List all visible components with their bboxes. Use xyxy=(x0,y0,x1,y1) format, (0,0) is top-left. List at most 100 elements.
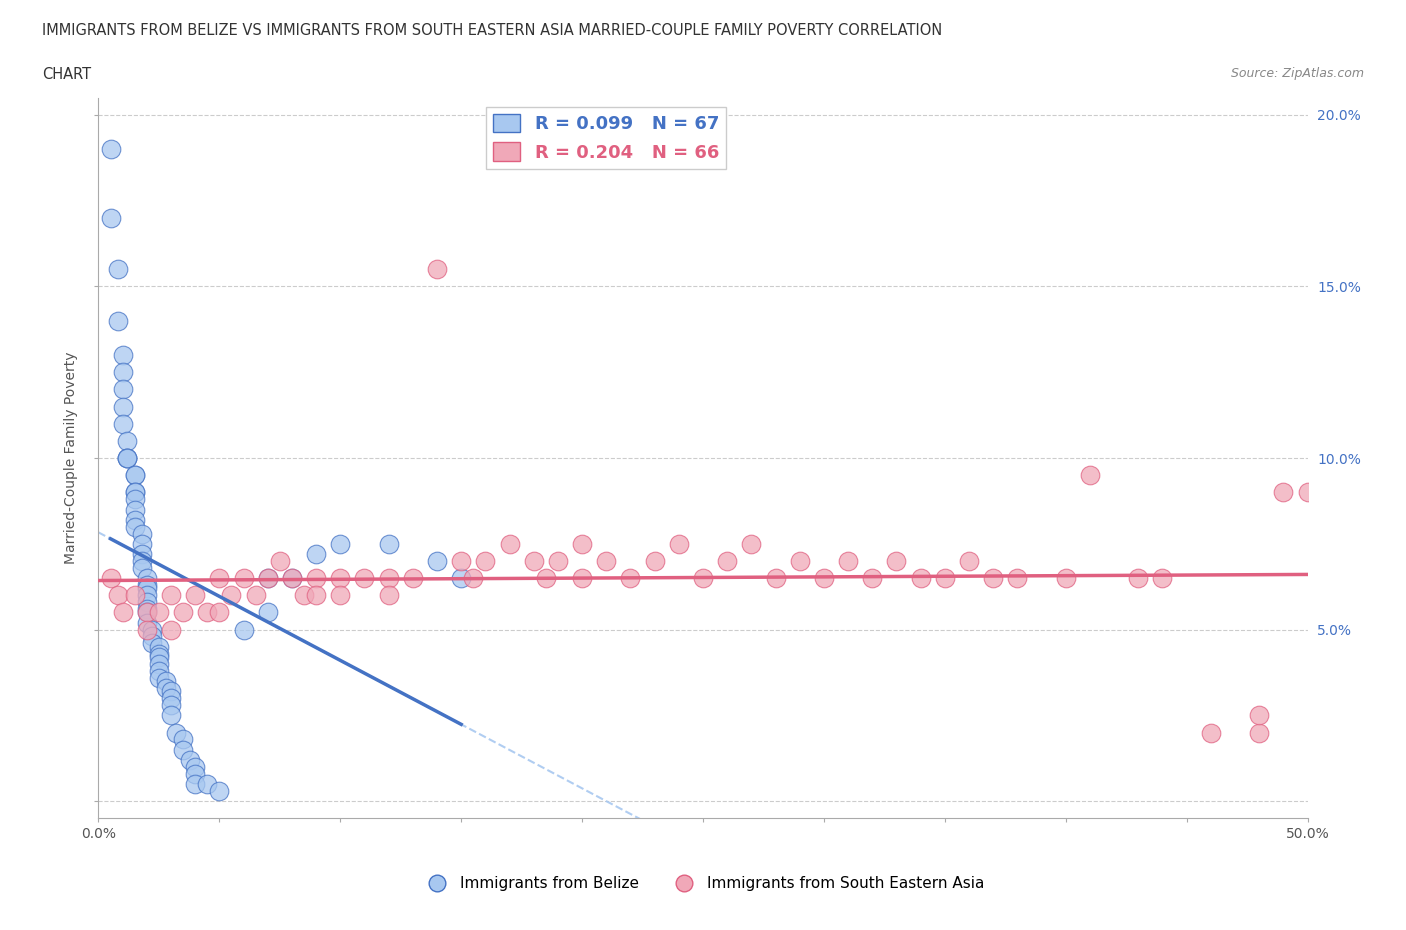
Point xyxy=(305,547,328,562)
Point xyxy=(155,673,177,688)
Point xyxy=(141,629,163,644)
Point xyxy=(765,571,787,586)
Point xyxy=(957,553,980,568)
Point xyxy=(124,485,146,499)
Point xyxy=(547,553,569,568)
Point xyxy=(281,571,304,586)
Point xyxy=(179,752,201,767)
Point xyxy=(571,571,593,586)
Point xyxy=(208,783,231,798)
Point xyxy=(208,605,231,620)
Point xyxy=(1152,571,1174,586)
Point xyxy=(141,622,163,637)
Point xyxy=(135,605,157,620)
Point xyxy=(100,571,122,586)
Point xyxy=(184,588,207,603)
Point xyxy=(124,512,146,527)
Point xyxy=(789,553,811,568)
Point xyxy=(450,571,472,586)
Point xyxy=(135,581,157,596)
Point xyxy=(195,605,218,620)
Text: Source: ZipAtlas.com: Source: ZipAtlas.com xyxy=(1230,67,1364,80)
Point xyxy=(100,210,122,225)
Point xyxy=(1078,468,1101,483)
Point xyxy=(426,553,449,568)
Point xyxy=(111,365,134,379)
Point xyxy=(160,622,183,637)
Point xyxy=(135,595,157,610)
Point xyxy=(111,382,134,397)
Point xyxy=(184,760,207,775)
Point xyxy=(1128,571,1150,586)
Point xyxy=(534,571,557,586)
Point xyxy=(1249,708,1271,723)
Point xyxy=(571,537,593,551)
Point xyxy=(232,622,254,637)
Point xyxy=(135,605,157,620)
Point xyxy=(402,571,425,586)
Point xyxy=(1272,485,1295,499)
Point xyxy=(124,502,146,517)
Point xyxy=(377,588,399,603)
Point xyxy=(148,605,170,620)
Point xyxy=(269,553,291,568)
Point xyxy=(135,602,157,617)
Point xyxy=(377,571,399,586)
Point xyxy=(148,663,170,678)
Point xyxy=(131,561,153,576)
Point xyxy=(184,766,207,781)
Point xyxy=(860,571,883,586)
Point xyxy=(281,571,304,586)
Point xyxy=(107,588,129,603)
Point xyxy=(124,492,146,507)
Point xyxy=(256,571,278,586)
Point xyxy=(160,588,183,603)
Point xyxy=(148,639,170,654)
Point xyxy=(426,262,449,277)
Point xyxy=(111,348,134,363)
Point xyxy=(124,468,146,483)
Point xyxy=(377,537,399,551)
Point xyxy=(117,433,139,448)
Point xyxy=(644,553,666,568)
Point xyxy=(117,451,139,466)
Point xyxy=(148,657,170,671)
Point xyxy=(463,571,485,586)
Point xyxy=(172,742,194,757)
Point xyxy=(131,526,153,541)
Point xyxy=(208,571,231,586)
Point xyxy=(111,605,134,620)
Point xyxy=(886,553,908,568)
Point xyxy=(256,571,278,586)
Point xyxy=(135,578,157,592)
Point xyxy=(155,681,177,696)
Point xyxy=(124,468,146,483)
Point xyxy=(305,588,328,603)
Point xyxy=(160,698,183,712)
Point xyxy=(716,553,738,568)
Point xyxy=(107,313,129,328)
Point xyxy=(172,732,194,747)
Point xyxy=(135,588,157,603)
Point xyxy=(148,671,170,685)
Point xyxy=(934,571,956,586)
Point xyxy=(305,571,328,586)
Point xyxy=(1249,725,1271,740)
Point xyxy=(124,485,146,499)
Point xyxy=(910,571,932,586)
Point xyxy=(692,571,714,586)
Point xyxy=(1199,725,1222,740)
Text: CHART: CHART xyxy=(42,67,91,82)
Point xyxy=(165,725,187,740)
Point xyxy=(256,605,278,620)
Point xyxy=(740,537,762,551)
Point xyxy=(117,451,139,466)
Point xyxy=(111,399,134,414)
Point xyxy=(131,537,153,551)
Point xyxy=(1296,485,1319,499)
Point xyxy=(160,708,183,723)
Point xyxy=(135,571,157,586)
Point xyxy=(221,588,243,603)
Point xyxy=(172,605,194,620)
Point xyxy=(981,571,1004,586)
